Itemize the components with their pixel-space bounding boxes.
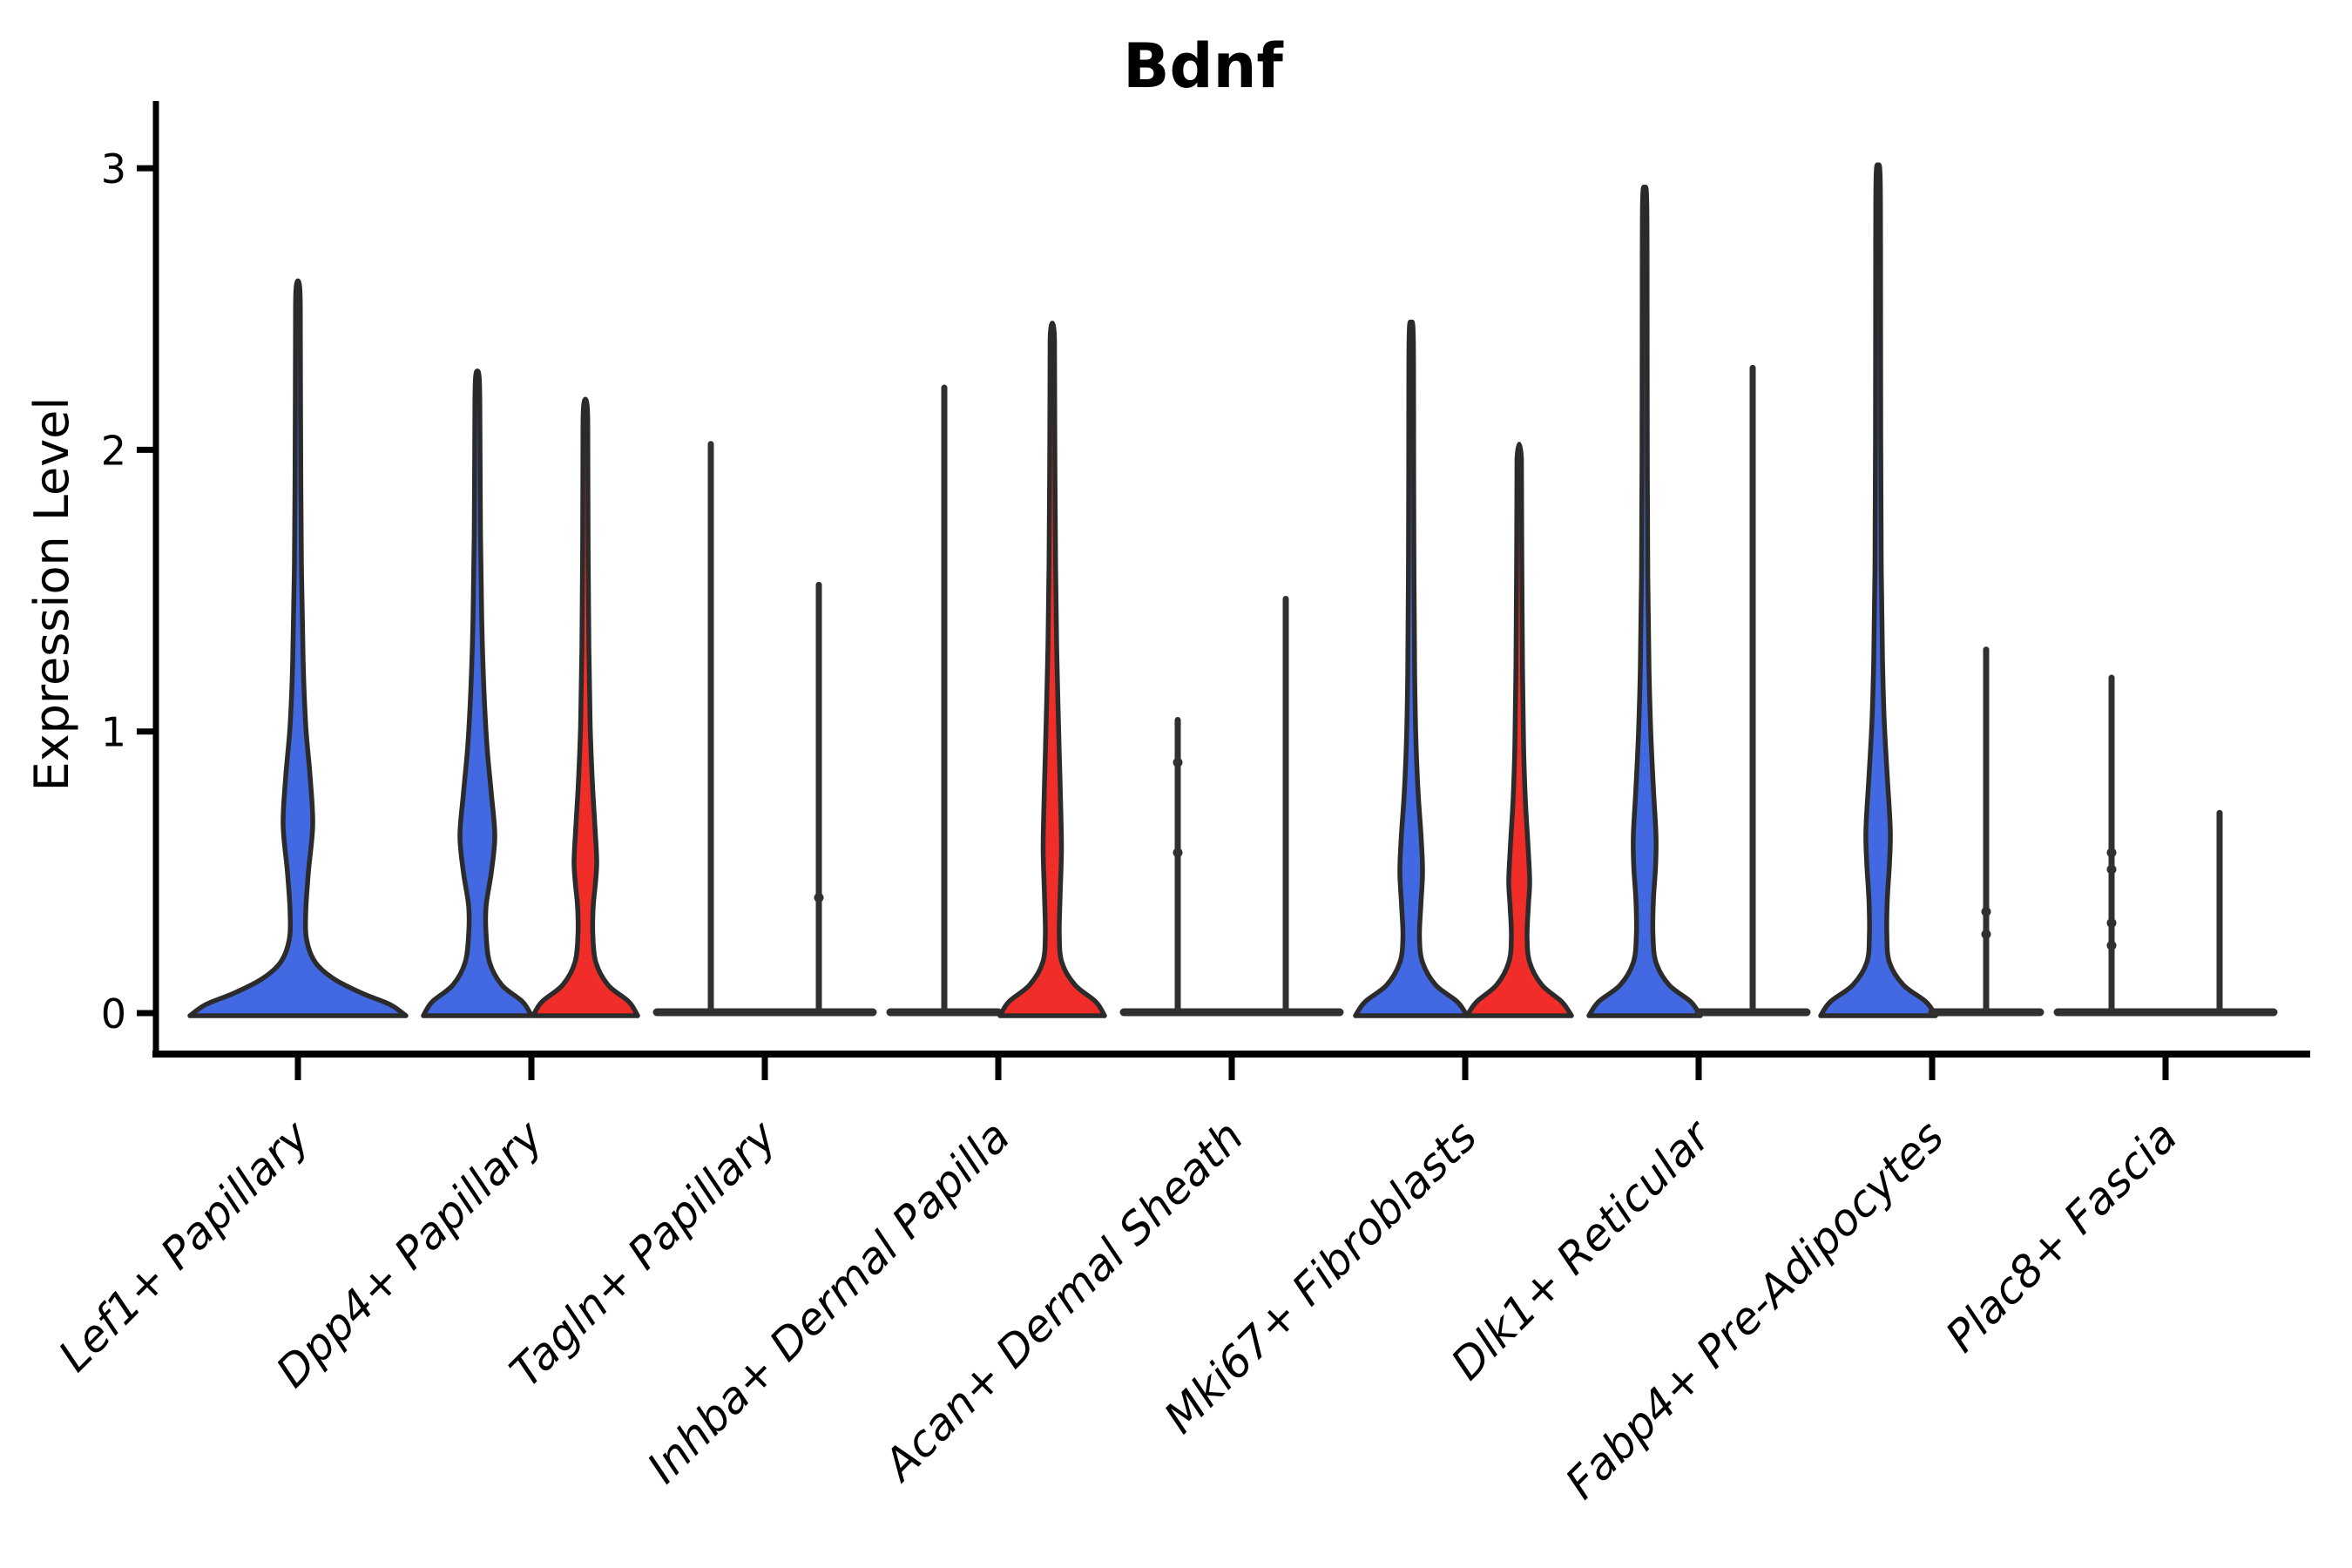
y-axis-label: Expression Level [24,397,79,792]
violin-fabp4-pre-adipocytes-left [1818,162,1938,1018]
y-tick-label: 2 [101,427,126,474]
violin-dot-plac8-fascia-left [2106,918,2117,929]
violin-dot-fabp4-pre-adipocytes-right [1981,907,1991,917]
violins [187,162,2278,1018]
violin-dpp4-papillary-left [421,368,534,1018]
violin-inhba-dermal-papilla-right [997,321,1107,1018]
x-category-label: Dlk1+ Reticular [1442,1109,1722,1389]
violin-dot-acan-dermal-sheath-left [1173,757,1183,767]
violin-dot-acan-dermal-sheath-left [1173,848,1183,858]
y-tick-label: 0 [101,990,126,1037]
violin-dot-fabp4-pre-adipocytes-right [1981,929,1991,939]
y-tick-label: 3 [101,145,126,193]
chart-title: Bdnf [1123,30,1284,102]
violin-dlk1-reticular-left [1586,184,1703,1018]
violin-lef1-papillary-center [187,278,409,1018]
violin-dot-tagln-papillary-right [814,892,824,902]
violin-dot-plac8-fascia-left [2106,940,2117,950]
violin-dpp4-papillary-right [531,396,640,1018]
x-category-label: Fabp4+ Pre-Adipocytes [1556,1111,1954,1509]
violin-mki67-fibroblasts-right [1464,442,1574,1018]
violin-dot-plac8-fascia-left [2106,864,2117,875]
violin-mki67-fibroblasts-left [1353,319,1470,1018]
x-category-label: Lef1+ Papillary [49,1110,320,1381]
violin-dot-plac8-fascia-left [2106,848,2117,858]
axes [137,101,2310,1080]
x-category-label: Plac8+ Fascia [1936,1111,2187,1362]
y-tick-label: 1 [101,709,126,756]
